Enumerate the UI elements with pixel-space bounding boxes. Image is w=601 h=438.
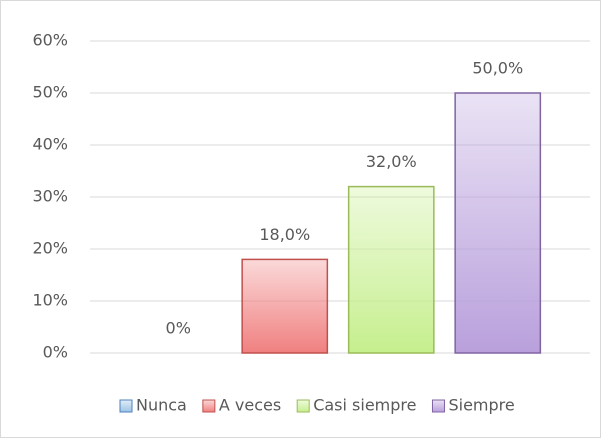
y-tick-label: 30% (32, 187, 68, 206)
legend-label: Nunca (136, 396, 187, 415)
y-tick-label: 10% (32, 291, 68, 310)
data-label: 50,0% (472, 59, 523, 78)
y-tick-label: 0% (43, 343, 68, 362)
bar (347, 185, 435, 354)
legend-label: A veces (219, 396, 281, 415)
legend-label: Siempre (448, 396, 514, 415)
legend-swatch (202, 399, 216, 413)
data-label: 0% (166, 319, 191, 338)
legend-swatch (431, 399, 445, 413)
data-label: 32,0% (366, 152, 417, 171)
legend-label: Casi siempre (313, 396, 416, 415)
bar (241, 258, 329, 354)
y-tick-label: 40% (32, 135, 68, 154)
legend-swatch (119, 399, 133, 413)
y-tick-label: 20% (32, 239, 68, 258)
data-label: 18,0% (259, 225, 310, 244)
y-tick-label: 60% (32, 31, 68, 50)
y-tick-label: 50% (32, 83, 68, 102)
legend-swatch (296, 399, 310, 413)
bar (454, 92, 542, 354)
